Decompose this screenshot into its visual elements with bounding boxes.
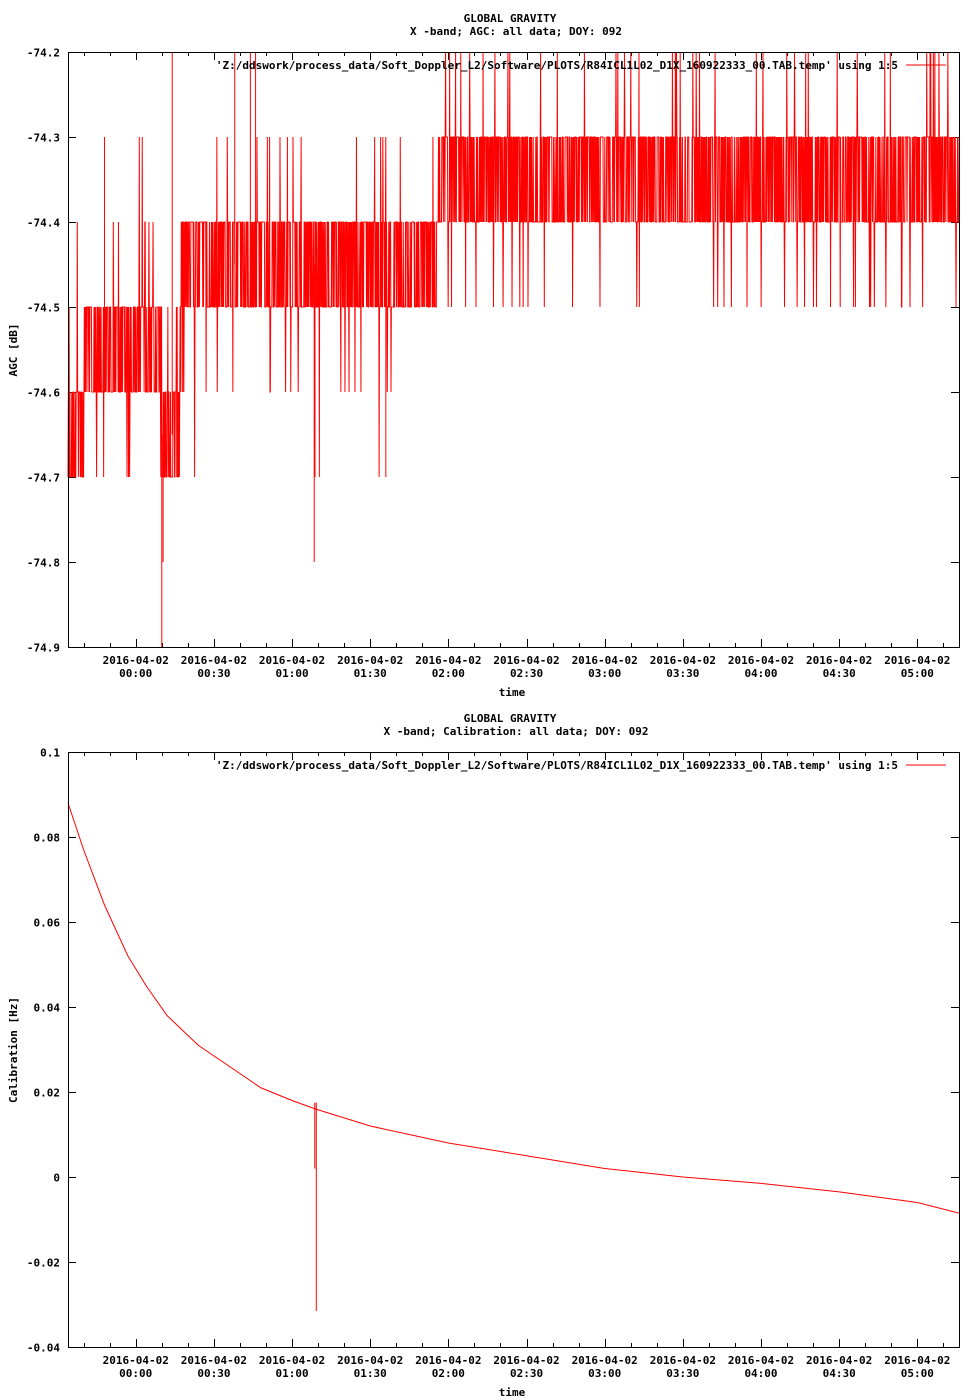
x-tick-date-label: 2016-04-02 xyxy=(806,654,872,667)
x-tick-date-label: 2016-04-02 xyxy=(650,1354,716,1367)
y-tick-label: -0.04 xyxy=(27,1342,60,1355)
x-tick-time-label: 01:30 xyxy=(354,1367,387,1380)
x-tick-date-label: 2016-04-02 xyxy=(337,654,403,667)
x-tick-date-label: 2016-04-02 xyxy=(728,654,794,667)
y-tick-label: -74.6 xyxy=(27,387,60,400)
y-tick-label: -74.7 xyxy=(27,472,60,485)
x-tick-date-label: 2016-04-02 xyxy=(572,1354,638,1367)
x-tick-date-label: 2016-04-02 xyxy=(806,1354,872,1367)
chart2-series xyxy=(67,802,960,1311)
x-tick-date-label: 2016-04-02 xyxy=(259,654,325,667)
x-tick-time-label: 00:00 xyxy=(119,667,152,680)
x-tick-time-label: 04:00 xyxy=(744,1367,777,1380)
x-tick-time-label: 03:00 xyxy=(588,1367,621,1380)
x-tick-date-label: 2016-04-02 xyxy=(884,1354,950,1367)
chart2-ylabel: Calibration [Hz] xyxy=(7,997,20,1103)
x-tick-date-label: 2016-04-02 xyxy=(728,1354,794,1367)
chart2-legend-label: 'Z:/ddswork/process_data/Soft_Doppler_L2… xyxy=(216,759,898,772)
y-tick-label: 0.04 xyxy=(34,1002,61,1015)
calibration-series-line xyxy=(67,802,960,1214)
x-tick-date-label: 2016-04-02 xyxy=(181,1354,247,1367)
x-tick-date-label: 2016-04-02 xyxy=(337,1354,403,1367)
y-tick-label: 0.1 xyxy=(40,747,60,760)
x-tick-time-label: 03:30 xyxy=(666,667,699,680)
x-tick-time-label: 01:00 xyxy=(275,1367,308,1380)
chart1-legend: 'Z:/ddswork/process_data/Soft_Doppler_L2… xyxy=(216,59,946,72)
chart2-y-axis: 0.1 0.08 0.06 0.04 0.02 0 -0.02 -0.04 xyxy=(27,747,959,1355)
x-tick-date-label: 2016-04-02 xyxy=(415,1354,481,1367)
agc-chart: GLOBAL GRAVITY X -band; AGC: all data; D… xyxy=(7,12,960,699)
y-tick-label: -0.02 xyxy=(27,1257,60,1270)
chart1-y-axis: -74.2 -74.3 -74.4 -74.5 -74.6 -74.7 -74.8 -74.9 xyxy=(27,47,959,655)
y-tick-label: -74.2 xyxy=(27,47,60,60)
x-tick-date-label: 2016-04-02 xyxy=(493,1354,559,1367)
x-tick-time-label: 04:00 xyxy=(744,667,777,680)
chart1-subtitle: X -band; AGC: all data; DOY: 092 xyxy=(410,25,622,38)
x-tick-time-label: 01:30 xyxy=(354,667,387,680)
x-tick-time-label: 01:00 xyxy=(275,667,308,680)
x-tick-date-label: 2016-04-02 xyxy=(181,654,247,667)
chart2-subtitle: X -band; Calibration: all data; DOY: 092 xyxy=(384,725,649,738)
chart2-legend: 'Z:/ddswork/process_data/Soft_Doppler_L2… xyxy=(216,759,946,772)
x-tick-time-label: 04:30 xyxy=(823,667,856,680)
x-tick-time-label: 02:30 xyxy=(510,1367,543,1380)
x-tick-time-label: 03:00 xyxy=(588,667,621,680)
chart1-ylabel: AGC [dB] xyxy=(7,324,20,377)
y-tick-label: -74.3 xyxy=(27,132,60,145)
x-tick-date-label: 2016-04-02 xyxy=(572,654,638,667)
y-tick-label: 0.02 xyxy=(34,1087,61,1100)
y-tick-label: -74.8 xyxy=(27,557,60,570)
x-tick-date-label: 2016-04-02 xyxy=(884,654,950,667)
y-tick-label: -74.9 xyxy=(27,642,60,655)
y-tick-label: 0.08 xyxy=(34,832,61,845)
x-tick-time-label: 02:30 xyxy=(510,667,543,680)
y-tick-label: -74.4 xyxy=(27,217,60,230)
calibration-chart: GLOBAL GRAVITY X -band; Calibration: all… xyxy=(7,712,960,1399)
x-tick-time-label: 02:00 xyxy=(432,667,465,680)
x-tick-time-label: 05:00 xyxy=(901,1367,934,1380)
chart1-x-axis: 2016-04-0200:002016-04-0200:302016-04-02… xyxy=(84,52,950,680)
x-tick-date-label: 2016-04-02 xyxy=(103,1354,169,1367)
y-tick-label: -74.5 xyxy=(27,302,60,315)
x-tick-time-label: 00:00 xyxy=(119,1367,152,1380)
chart2-x-axis: 2016-04-0200:002016-04-0200:302016-04-02… xyxy=(84,752,950,1380)
x-tick-time-label: 00:30 xyxy=(197,1367,230,1380)
x-tick-time-label: 03:30 xyxy=(666,1367,699,1380)
y-tick-label: 0 xyxy=(53,1172,60,1185)
x-tick-date-label: 2016-04-02 xyxy=(259,1354,325,1367)
x-tick-time-label: 04:30 xyxy=(823,1367,856,1380)
x-tick-date-label: 2016-04-02 xyxy=(493,654,559,667)
chart1-series xyxy=(67,51,960,647)
chart1-xlabel: time xyxy=(499,686,526,699)
chart2-xlabel: time xyxy=(499,1386,526,1399)
chart1-plot-frame xyxy=(68,52,960,648)
x-tick-date-label: 2016-04-02 xyxy=(650,654,716,667)
chart1-legend-label: 'Z:/ddswork/process_data/Soft_Doppler_L2… xyxy=(216,59,898,72)
x-tick-time-label: 05:00 xyxy=(901,667,934,680)
agc-series-line xyxy=(67,51,960,478)
chart2-plot-frame xyxy=(68,752,960,1348)
y-tick-label: 0.06 xyxy=(34,917,61,930)
x-tick-date-label: 2016-04-02 xyxy=(415,654,481,667)
x-tick-time-label: 00:30 xyxy=(197,667,230,680)
chart2-title: GLOBAL GRAVITY xyxy=(464,712,557,725)
chart1-title: GLOBAL GRAVITY xyxy=(464,12,557,25)
x-tick-date-label: 2016-04-02 xyxy=(103,654,169,667)
x-tick-time-label: 02:00 xyxy=(432,1367,465,1380)
